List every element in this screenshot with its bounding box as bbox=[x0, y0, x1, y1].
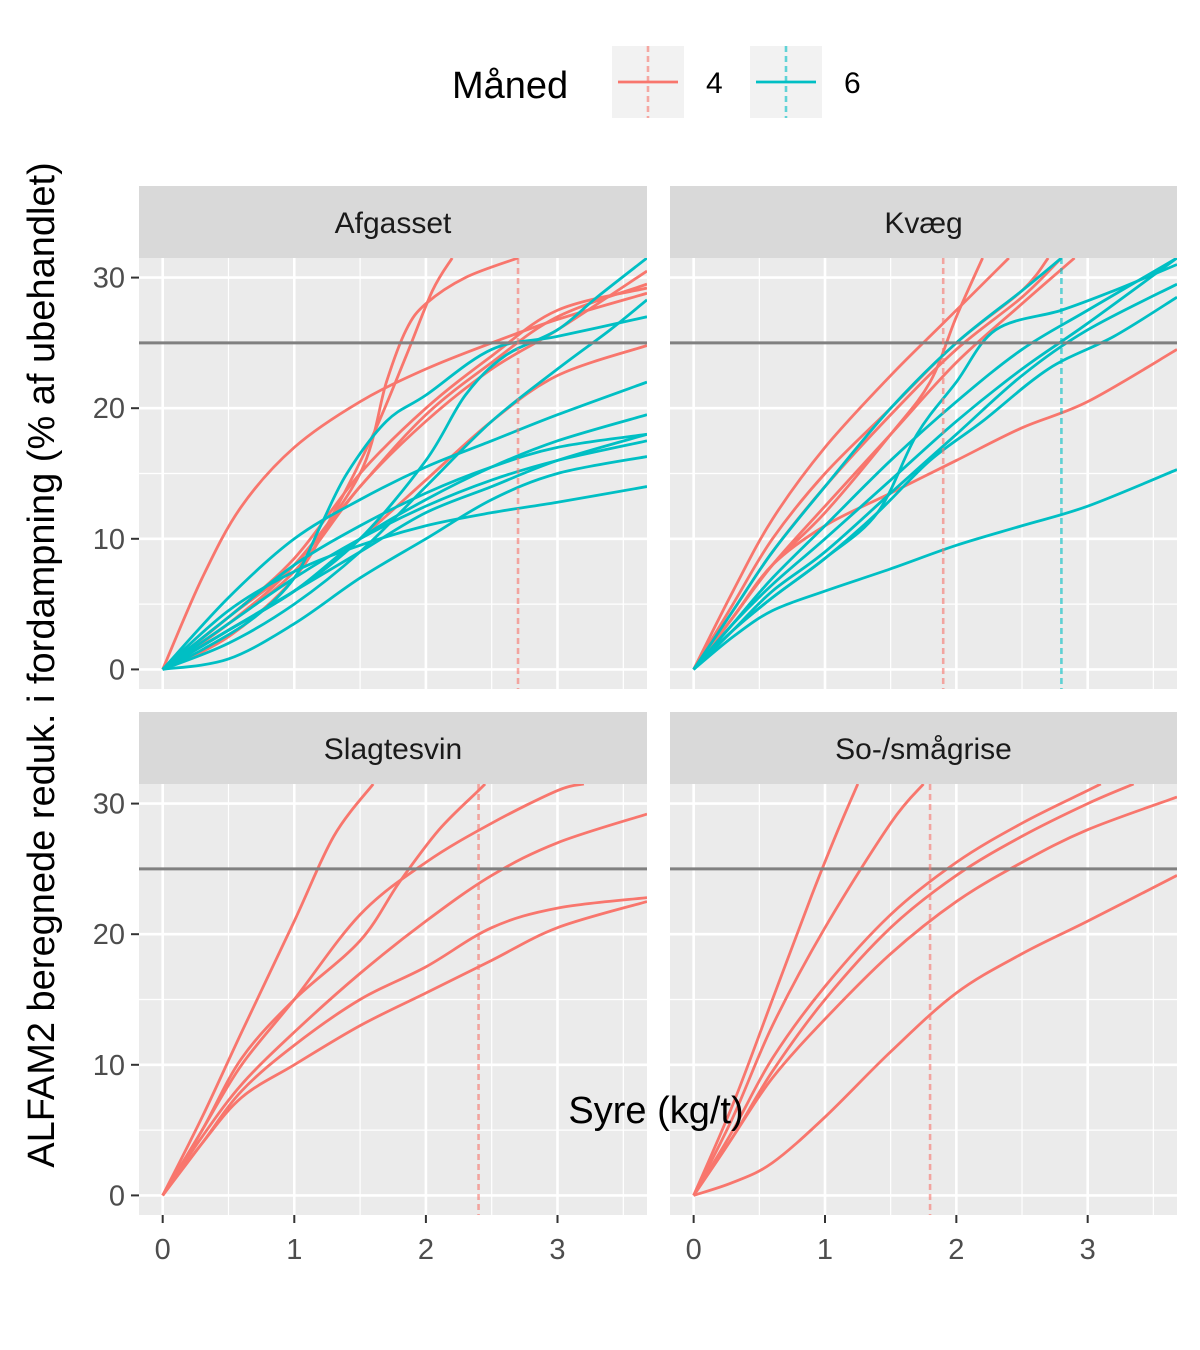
x-tick-label: 3 bbox=[1080, 1234, 1096, 1266]
series-line-month-6 bbox=[161, 439, 647, 671]
series-line-month-4 bbox=[161, 784, 375, 1197]
facet-panel: Afgasset 0 10 20 30 bbox=[93, 186, 647, 689]
series-line-month-6 bbox=[692, 282, 1177, 671]
legend: Måned 4 6 bbox=[452, 46, 861, 118]
facet-strip bbox=[670, 712, 1177, 784]
series-line-month-4 bbox=[692, 784, 925, 1197]
y-tick-label: 20 bbox=[93, 919, 125, 951]
facet-strip bbox=[670, 186, 1177, 258]
series-line-month-4 bbox=[692, 795, 1177, 1197]
series-line-month-6 bbox=[161, 485, 647, 671]
series-line-month-6 bbox=[162, 298, 647, 671]
series-line-month-6 bbox=[161, 380, 647, 671]
x-axis-title: Syre (kg/t) bbox=[568, 1090, 743, 1132]
facet-strip bbox=[139, 186, 647, 258]
y-tick-label: 30 bbox=[93, 263, 125, 295]
facet-panel: Kvæg bbox=[670, 186, 1177, 689]
series-line-month-4 bbox=[692, 784, 1102, 1197]
x-tick-label: 2 bbox=[948, 1234, 964, 1266]
series-line-month-4 bbox=[692, 784, 860, 1196]
y-tick-label: 10 bbox=[93, 524, 125, 556]
x-tick-label: 1 bbox=[286, 1234, 302, 1266]
series-line-month-4 bbox=[693, 874, 1177, 1197]
legend-item-6: 6 bbox=[750, 46, 861, 118]
x-tick-label: 3 bbox=[549, 1234, 565, 1266]
series-line-month-6 bbox=[162, 315, 647, 671]
series-line-month-4 bbox=[161, 812, 647, 1197]
facet-panel: So-/smågrise 0 1 2 3 bbox=[670, 712, 1177, 1266]
legend-item-4: 4 bbox=[612, 46, 723, 118]
legend-title: Måned bbox=[452, 65, 568, 107]
y-tick-label: 30 bbox=[93, 789, 125, 821]
facet-strip-label: Kvæg bbox=[884, 207, 962, 240]
x-tick-label: 1 bbox=[817, 1234, 833, 1266]
series-line-month-4 bbox=[692, 258, 1010, 671]
series-line-month-6 bbox=[692, 295, 1177, 671]
y-tick-label: 0 bbox=[109, 654, 125, 686]
legend-label: 4 bbox=[706, 67, 723, 100]
series-line-month-4 bbox=[161, 784, 585, 1197]
x-tick-label: 0 bbox=[155, 1234, 171, 1266]
x-tick-label: 2 bbox=[418, 1234, 434, 1266]
series-line-month-6 bbox=[692, 258, 1063, 671]
series-line-month-4 bbox=[161, 900, 647, 1197]
series-line-month-6 bbox=[692, 258, 1177, 671]
facet-strip-label: Slagtesvin bbox=[324, 733, 462, 766]
facet-panel: Slagtesvin 0 10 20 30 0 1 2 3 bbox=[93, 712, 647, 1266]
y-axis-title: ALFAM2 beregnede reduk. i fordampning (%… bbox=[21, 162, 63, 1168]
facet-strip-label: So-/smågrise bbox=[835, 733, 1012, 766]
y-tick-label: 10 bbox=[93, 1050, 125, 1082]
series-line-month-6 bbox=[692, 468, 1177, 671]
x-tick-label: 0 bbox=[686, 1234, 702, 1266]
y-tick-label: 20 bbox=[93, 393, 125, 425]
facet-strip bbox=[139, 712, 647, 784]
facet-strip-label: Afgasset bbox=[335, 207, 452, 240]
series-line-month-6 bbox=[161, 432, 647, 671]
legend-label: 6 bbox=[844, 67, 861, 100]
series-line-month-6 bbox=[162, 455, 647, 671]
y-tick-label: 0 bbox=[109, 1180, 125, 1212]
